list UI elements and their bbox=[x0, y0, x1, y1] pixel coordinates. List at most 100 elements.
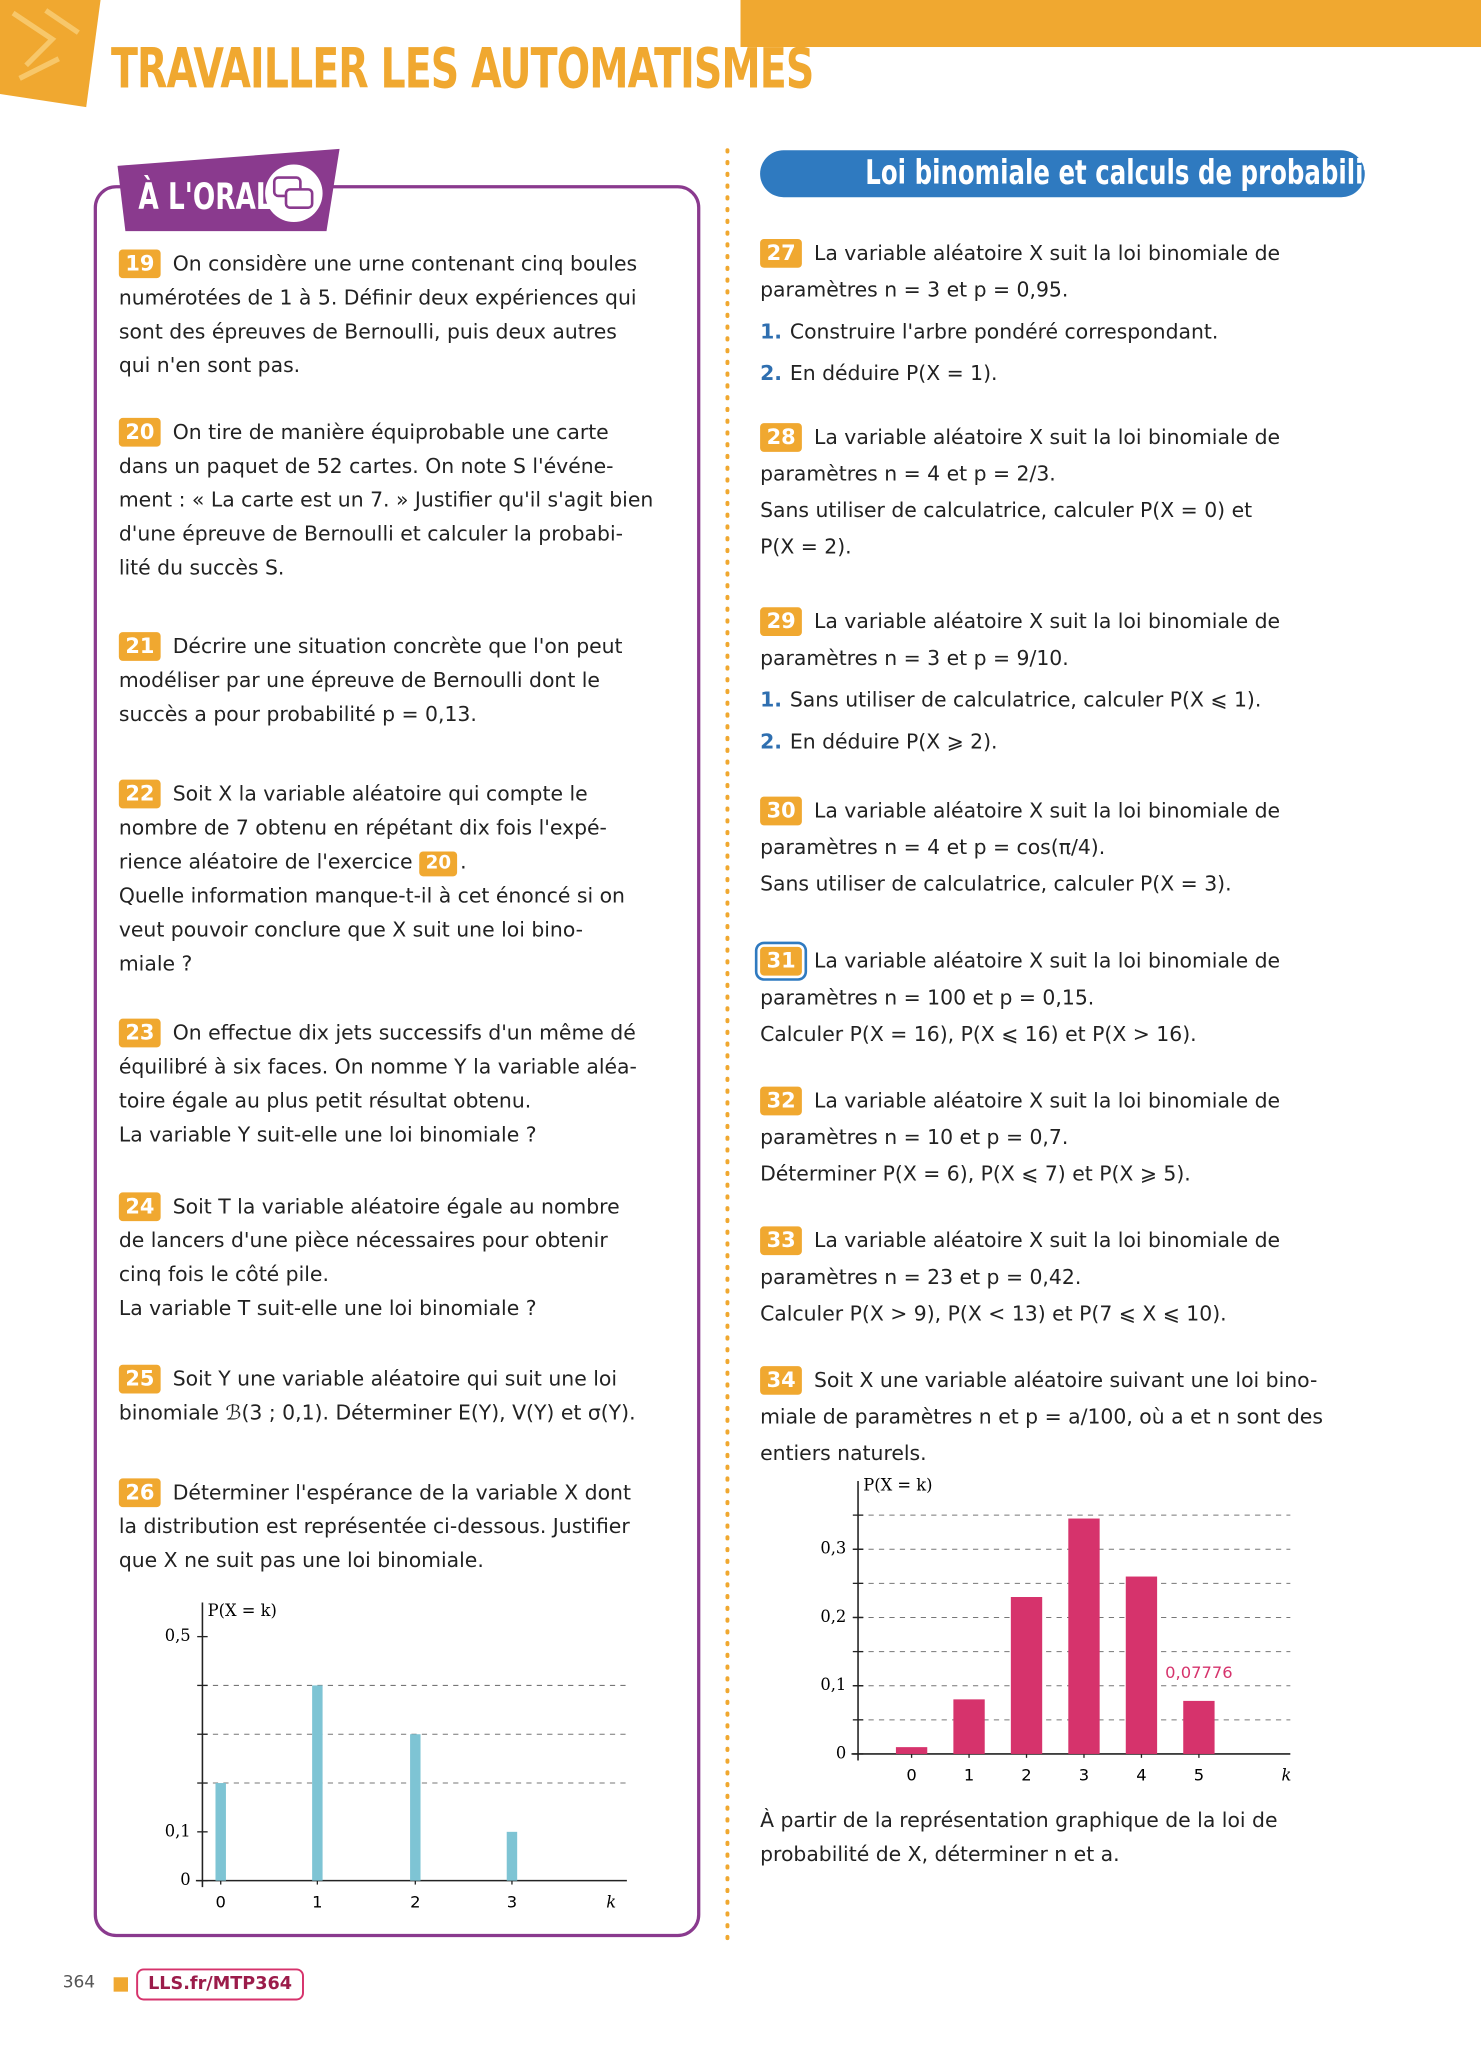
text-line: P(X = 2). bbox=[760, 532, 852, 563]
text-line: 1. Sans utiliser de calculatrice, calcule… bbox=[760, 684, 1261, 715]
exercise-number: 20 bbox=[118, 417, 161, 447]
exercise-text: La variable aléatoire X suit la loi bino… bbox=[813, 1089, 1281, 1113]
text-line: Sans utiliser de calculatrice, calculer … bbox=[760, 868, 1232, 899]
text-line: Sans utiliser de calculatrice, calculer … bbox=[760, 495, 1252, 526]
x-tick-label: 3 bbox=[1079, 1766, 1089, 1785]
text-line: paramètres n = 23 et p = 0,42. bbox=[760, 1262, 1081, 1293]
exercise-number: 23 bbox=[118, 1018, 161, 1048]
page-number: 364 bbox=[62, 1973, 96, 1993]
y-axis-label: P(X = k) bbox=[863, 1476, 932, 1495]
exercise-text: paramètres n = 3 et p = 9/10. bbox=[760, 646, 1069, 670]
exercise-text: Soit Y une variable aléatoire qui suit u… bbox=[172, 1367, 617, 1391]
text-line: Déterminer P(X = 6), P(X ⩽ 7) et P(X ⩾ 5… bbox=[760, 1158, 1191, 1189]
exercise-text: paramètres n = 4 et p = 2/3. bbox=[760, 462, 1056, 486]
exercise-text: ment : « La carte est un 7. » Justifier … bbox=[118, 488, 654, 512]
text-line: ment : « La carte est un 7. » Justifier … bbox=[119, 485, 653, 516]
text-line: lité du succès S. bbox=[119, 552, 285, 583]
exercise-text: qui n'en sont pas. bbox=[118, 353, 301, 378]
text-line: paramètres n = 10 et p = 0,7. bbox=[760, 1122, 1068, 1153]
item-label: 2. bbox=[760, 361, 783, 386]
exercise-text: paramètres n = 4 et p = cos(π/4). bbox=[760, 835, 1106, 860]
text-line: 20 On tire de manière équiprobable une ca… bbox=[118, 417, 609, 448]
exercise-text: À partir de la représentation graphique … bbox=[760, 1808, 1278, 1833]
exercise-text: veut pouvoir conclure que X suit une loi… bbox=[118, 918, 584, 942]
text-line: paramètres n = 4 et p = 2/3. bbox=[760, 458, 1056, 489]
text-line: 34 Soit X une variable aléatoire suivant … bbox=[760, 1365, 1317, 1396]
corner-pattern bbox=[11, 8, 80, 81]
text-line: 23 On effectue dix jets successifs d'un m… bbox=[118, 1017, 636, 1048]
exercise-text: paramètres n = 100 et p = 0,15. bbox=[760, 986, 1095, 1010]
x-tick-label: 5 bbox=[1194, 1766, 1204, 1785]
exercise-number: 32 bbox=[760, 1086, 803, 1116]
footer-link[interactable]: LLS.fr/MTP364 bbox=[148, 1973, 293, 1995]
text-line: binomiale ℬ(3 ; 0,1). Déterminer E(Y), V… bbox=[119, 1397, 636, 1428]
section-title: Loi binomiale et calculs de probabilités bbox=[865, 154, 1407, 194]
exercise-text: que X ne suit pas une loi binomiale. bbox=[118, 1548, 484, 1573]
x-tick-label: 2 bbox=[410, 1892, 420, 1911]
exercise-text: Quelle information manque-t-il à cet éno… bbox=[118, 884, 625, 908]
text-line: d'une épreuve de Bernoulli et calculer l… bbox=[119, 518, 623, 549]
text-line: équilibré à six faces. On nomme Y la var… bbox=[119, 1051, 637, 1082]
exercise-text: entiers naturels. bbox=[760, 1441, 927, 1466]
text-line: 19 On considère une urne contenant cinq b… bbox=[118, 248, 637, 279]
x-tick-label: 4 bbox=[1136, 1766, 1146, 1785]
text-line: rience aléatoire de l'exercice 20. bbox=[119, 846, 467, 877]
exercise-text: d'une épreuve de Bernoulli et calculer l… bbox=[118, 522, 623, 546]
text-line: La variable Y suit-elle une loi binomial… bbox=[119, 1119, 537, 1150]
text-line: 25 Soit Y une variable aléatoire qui suit… bbox=[118, 1363, 617, 1394]
text-line: 31 La variable aléatoire X suit la loi bi… bbox=[760, 946, 1280, 977]
exercise-text: toire égale au plus petit résultat obten… bbox=[118, 1089, 532, 1113]
exercise-text: La variable aléatoire X suit la loi bino… bbox=[813, 1228, 1281, 1253]
exercise-number: 26 bbox=[118, 1478, 161, 1508]
exercise-text: miale ? bbox=[118, 952, 193, 976]
exercise-text: sont des épreuves de Bernoulli, puis deu… bbox=[118, 319, 617, 344]
text-line: sont des épreuves de Bernoulli, puis deu… bbox=[119, 316, 617, 347]
exercise-text: dans un paquet de 52 cartes. On note S l… bbox=[118, 454, 614, 478]
text-line: que X ne suit pas une loi binomiale. bbox=[119, 1545, 484, 1576]
exercise-number: 22 bbox=[118, 779, 161, 809]
exercise-text: cinq fois le côté pile. bbox=[118, 1262, 329, 1287]
exercise-number: 21 bbox=[118, 632, 161, 661]
exercise-text: On effectue dix jets successifs d'un mêm… bbox=[172, 1021, 636, 1045]
exercise-number: 24 bbox=[118, 1192, 161, 1222]
exercise-text: nombre de 7 obtenu en répétant dix fois … bbox=[118, 816, 607, 840]
x-axis-label: k bbox=[606, 1892, 616, 1911]
exercise-text: La variable aléatoire X suit la loi bino… bbox=[813, 949, 1281, 973]
exercise-text: La variable aléatoire X suit la loi bino… bbox=[813, 425, 1281, 450]
footer-square bbox=[113, 1977, 128, 1992]
exercise-text: équilibré à six faces. On nomme Y la var… bbox=[118, 1055, 637, 1079]
text-line: toire égale au plus petit résultat obten… bbox=[119, 1085, 531, 1116]
exercise-text: Calculer P(X = 16), P(X ⩽ 16) et P(X > 1… bbox=[760, 1022, 1197, 1047]
item-label: 1. bbox=[760, 319, 783, 344]
text-line: numérotées de 1 à 5. Définir deux expéri… bbox=[119, 282, 637, 313]
exercise-text: succès a pour probabilité p = 0,13. bbox=[118, 702, 477, 727]
exercise-text: Sans utiliser de calculatrice, calculer … bbox=[760, 498, 1253, 523]
text-line: 33 La variable aléatoire X suit la loi bi… bbox=[760, 1225, 1280, 1256]
exercise-text: probabilité de X, déterminer n et a. bbox=[760, 1842, 1120, 1867]
text-line: paramètres n = 3 et p = 9/10. bbox=[760, 643, 1069, 674]
y-tick-label: 0,3 bbox=[820, 1539, 846, 1558]
exercise-text: de lancers d'une pièce nécessaires pour … bbox=[118, 1228, 608, 1253]
x-tick-label: 1 bbox=[964, 1766, 974, 1785]
text-line: cinq fois le côté pile. bbox=[119, 1259, 329, 1290]
bar bbox=[215, 1783, 226, 1881]
section-header bbox=[760, 150, 1365, 198]
text-line: 2. En déduire P(X = 1). bbox=[760, 358, 997, 389]
bar bbox=[312, 1685, 323, 1881]
text-line: modéliser par une épreuve de Bernoulli d… bbox=[119, 665, 600, 696]
y-axis-label: P(X = k) bbox=[208, 1601, 277, 1620]
text-line: paramètres n = 100 et p = 0,15. bbox=[760, 982, 1094, 1013]
footer-link-box bbox=[136, 1968, 304, 2001]
y-tick-label: 0 bbox=[180, 1870, 190, 1889]
exercise-number: 30 bbox=[760, 796, 803, 826]
oral-icon-bubble bbox=[284, 188, 314, 209]
text-line: nombre de 7 obtenu en répétant dix fois … bbox=[119, 812, 607, 843]
item-label: 1. bbox=[760, 688, 783, 712]
exercise-number: 28 bbox=[760, 423, 803, 452]
exercise-text: numérotées de 1 à 5. Définir deux expéri… bbox=[118, 286, 637, 310]
text-line: 27 La variable aléatoire X suit la loi bi… bbox=[760, 238, 1280, 269]
corner-shape bbox=[0, 0, 101, 108]
